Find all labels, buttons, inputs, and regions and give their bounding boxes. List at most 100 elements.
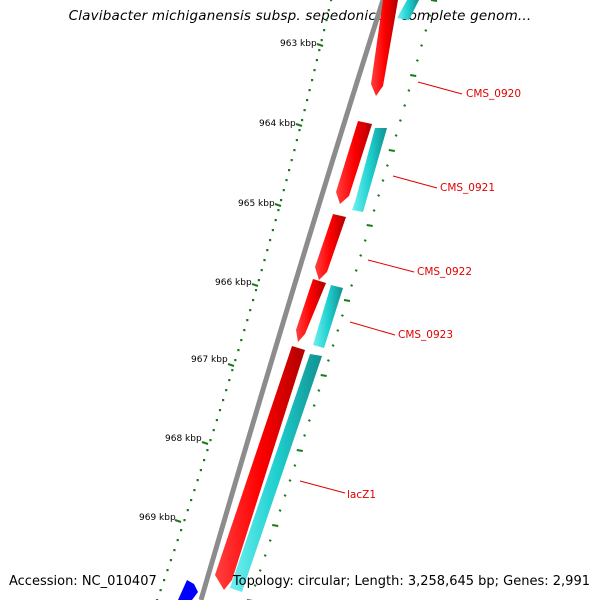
ruler-dot — [190, 499, 193, 502]
ruler-dash — [363, 239, 367, 242]
ruler-dash — [253, 584, 257, 587]
ruler-dash — [415, 59, 419, 62]
ruler-dot — [290, 159, 293, 162]
ruler-dash — [372, 209, 376, 212]
ruler-dash — [268, 539, 272, 542]
ruler-dot — [203, 459, 206, 462]
ruler-dot — [163, 579, 166, 582]
ruler-dot — [315, 59, 318, 62]
reverse-feature[interactable] — [352, 128, 387, 212]
tick-label: 968 kbp — [165, 434, 202, 444]
ruler-dash — [317, 389, 321, 392]
gene-label-cms-0923[interactable]: CMS_0923 — [398, 329, 453, 341]
gene-label-cms-0920[interactable]: CMS_0920 — [466, 88, 521, 100]
ruler-dash — [340, 314, 344, 317]
forward-feature[interactable] — [215, 346, 305, 590]
ruler-dot — [318, 49, 321, 52]
ruler-dots — [156, 0, 333, 600]
ruler-dot — [249, 309, 252, 312]
ruler-dot — [176, 539, 179, 542]
ruler-dot — [231, 369, 234, 372]
forward-strand-features — [215, 0, 398, 590]
ruler-dot — [257, 279, 260, 282]
tick-969: 969 kbp — [139, 513, 182, 523]
ruler-dot — [225, 389, 228, 392]
ruler-dot — [234, 359, 237, 362]
ruler-dot — [280, 199, 283, 202]
ruler-dot — [173, 549, 176, 552]
reverse-feature[interactable] — [397, 0, 419, 20]
ruler-dot — [306, 99, 309, 102]
ruler-dot — [159, 589, 162, 592]
other-feature[interactable] — [178, 580, 198, 600]
ruler-dash — [331, 344, 335, 347]
ruler-dot — [180, 529, 183, 532]
ruler-dash — [394, 134, 398, 137]
ruler-dot — [186, 509, 189, 512]
ruler-dot — [169, 559, 172, 562]
ruler-dot — [320, 39, 323, 42]
ruler-dot — [166, 569, 169, 572]
ruler-dot — [313, 69, 316, 72]
ruler-dot — [196, 479, 199, 482]
ruler-dash — [350, 284, 354, 287]
ruler-dot — [263, 259, 266, 262]
ruler-dash — [312, 404, 316, 407]
ruler-dash — [343, 299, 351, 302]
gene-label-cms-0922[interactable]: CMS_0922 — [417, 266, 472, 278]
map-title: Clavibacter michiganensis subsp. sepedon… — [68, 8, 532, 24]
tick-966: 966 kbp — [215, 278, 259, 288]
gene-label-lacz1[interactable]: lacZ1 — [347, 489, 376, 501]
ruler-dot — [183, 519, 186, 522]
ruler-dash — [366, 224, 373, 227]
ruler-dot — [222, 399, 225, 402]
ruler-dash — [377, 194, 381, 197]
gene-label-cms-0921[interactable]: CMS_0921 — [440, 182, 495, 194]
forward-feature[interactable] — [371, 0, 398, 96]
ruler-dash — [272, 524, 279, 527]
ruler-dash — [398, 119, 402, 122]
ruler-dot — [206, 449, 209, 452]
forward-feature[interactable] — [315, 214, 346, 280]
outer-ruler-dashes — [247, 0, 438, 600]
reverse-feature[interactable] — [313, 285, 343, 348]
ruler-dash — [288, 479, 292, 482]
ruler-dot — [215, 419, 218, 422]
reverse-feature[interactable] — [230, 354, 322, 592]
ruler-dash — [407, 89, 411, 92]
ruler-dot — [260, 269, 263, 272]
ruler-dash — [296, 449, 303, 452]
tick-967: 967 kbp — [191, 355, 235, 367]
ruler-dash — [381, 179, 385, 182]
ruler-dash — [326, 359, 330, 362]
ruler-dot — [285, 179, 288, 182]
genome-backbone — [198, 0, 386, 600]
ruler-dot — [254, 289, 258, 292]
ruler-dot — [293, 149, 296, 152]
forward-feature[interactable] — [296, 279, 326, 342]
ruler-dash — [385, 164, 389, 167]
ruler-dot — [330, 0, 333, 2]
ruler-dash — [359, 254, 363, 257]
forward-feature[interactable] — [336, 121, 372, 204]
ruler-dot — [295, 139, 298, 142]
ruler-dash — [307, 419, 311, 422]
tick-965: 965 kbp — [238, 199, 282, 209]
ruler-dash — [430, 0, 438, 2]
ruler-dot — [240, 339, 243, 342]
tick-label: 965 kbp — [238, 199, 275, 209]
ruler-dot — [288, 169, 291, 172]
topology-label: Topology: circular; Length: 3,258,645 bp… — [232, 574, 590, 589]
ruler-dash — [263, 554, 267, 557]
ruler-dot — [237, 349, 240, 352]
ruler-dot — [277, 209, 280, 212]
tick-963: 963 kbp — [280, 39, 324, 49]
ruler-dash — [428, 14, 432, 17]
tick-label: 964 kbp — [259, 119, 296, 129]
ruler-dash — [336, 329, 340, 332]
tick-968: 968 kbp — [165, 434, 209, 445]
ruler-dot — [301, 119, 304, 122]
ruler-dot — [271, 229, 274, 232]
tick-label: 967 kbp — [191, 355, 228, 365]
ruler-dash — [278, 509, 282, 512]
